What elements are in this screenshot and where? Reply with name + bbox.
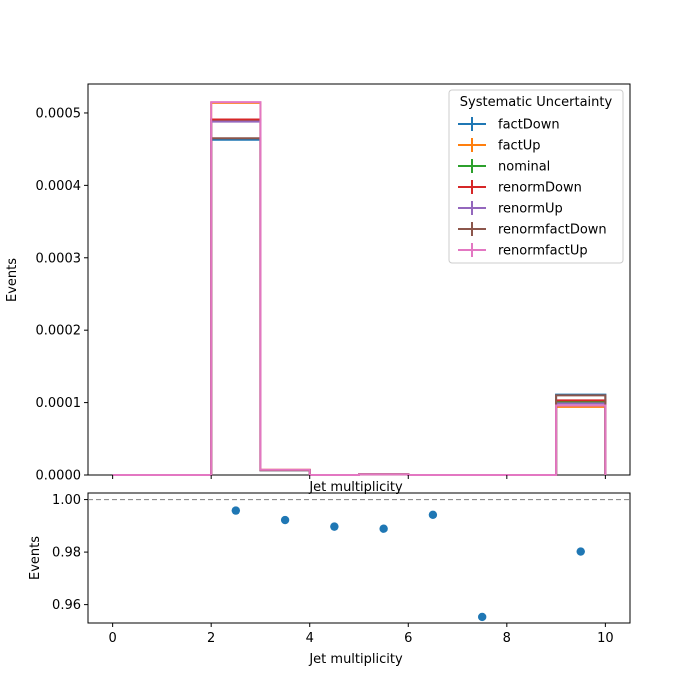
ratio-point <box>576 547 585 556</box>
legend: Systematic Uncertainty factDown factUp nom… <box>448 89 624 264</box>
histogram-panel: 0.0000 0.0001 0.0002 0.0003 0.0004 0.0005 Eve… <box>5 83 631 495</box>
ratio-x-tick-label: 4 <box>306 631 314 646</box>
ratio-y-tick-label: 1.00 <box>52 493 81 508</box>
ratio-x-tick-label: 0 <box>108 631 116 646</box>
legend-label: renormfactDown <box>498 223 607 238</box>
histogram-x-ticks <box>112 475 606 479</box>
ratio-point <box>428 510 438 519</box>
ratio-point <box>379 524 388 533</box>
histogram-series-group <box>112 101 607 476</box>
legend-item-renormUp: renormUp <box>458 201 563 217</box>
legend-item-nominal: nominal <box>458 159 550 175</box>
legend-label: renormfactUp <box>498 244 588 259</box>
histogram-y-tick-label: 0.0002 <box>36 324 82 339</box>
ratio-x-tick-label: 8 <box>503 631 511 646</box>
ratio-y-axis-label: Events <box>28 536 43 580</box>
ratio-x-tick-label: 2 <box>207 631 215 646</box>
legend-item-factUp: factUp <box>458 138 541 154</box>
histogram-y-tick-label: 0.0000 <box>36 469 82 484</box>
ratio-y-tick-label: 0.98 <box>52 546 81 561</box>
ratio-point <box>231 506 241 515</box>
legend-item-renormfactDown: renormfactDown <box>458 222 607 238</box>
ratio-point <box>330 522 339 531</box>
legend-label: renormUp <box>498 202 563 217</box>
legend-item-renormfactUp: renormfactUp <box>458 243 588 259</box>
ratio-x-ticks: 0 2 4 6 8 10 <box>108 623 614 646</box>
histogram-y-axis-label: Events <box>5 258 20 302</box>
histogram-y-tick-label: 0.0004 <box>36 179 82 194</box>
ratio-x-axis-label: Jet multiplicity <box>308 652 403 667</box>
legend-label: factDown <box>498 118 560 133</box>
histogram-y-tick-label: 0.0003 <box>36 251 82 266</box>
legend-box <box>448 89 624 264</box>
ratio-point <box>280 515 290 525</box>
ratio-y-ticks: 0.96 0.98 1.00 <box>52 493 88 613</box>
ratio-x-tick-label: 6 <box>404 631 412 646</box>
histogram-y-tick-label: 0.0001 <box>36 396 82 411</box>
legend-items: factDown factUp nominal renormDown renormUp r… <box>458 117 607 259</box>
ratio-point <box>477 612 487 622</box>
histogram-series-renormfactUp <box>112 101 607 476</box>
legend-item-renormDown: renormDown <box>458 180 582 196</box>
ratio-points <box>231 506 585 622</box>
histogram-y-tick-label: 0.0005 <box>36 106 82 121</box>
ratio-x-tick-label: 10 <box>597 631 614 646</box>
histogram-x-axis-label: Jet multiplicity <box>308 480 403 495</box>
legend-title: Systematic Uncertainty <box>460 95 613 110</box>
legend-item-factDown: factDown <box>458 117 560 133</box>
legend-label: factUp <box>498 139 541 154</box>
histogram-y-ticks: 0.0000 0.0001 0.0002 0.0003 0.0004 0.0005 <box>36 106 88 484</box>
legend-label: renormDown <box>498 181 582 196</box>
legend-label: nominal <box>498 160 550 175</box>
ratio-axes-frame <box>87 492 631 624</box>
ratio-panel: 0 2 4 6 8 10 0.96 0.98 1.00 Events Jet multipli… <box>28 492 631 667</box>
ratio-y-tick-label: 0.96 <box>52 598 81 613</box>
